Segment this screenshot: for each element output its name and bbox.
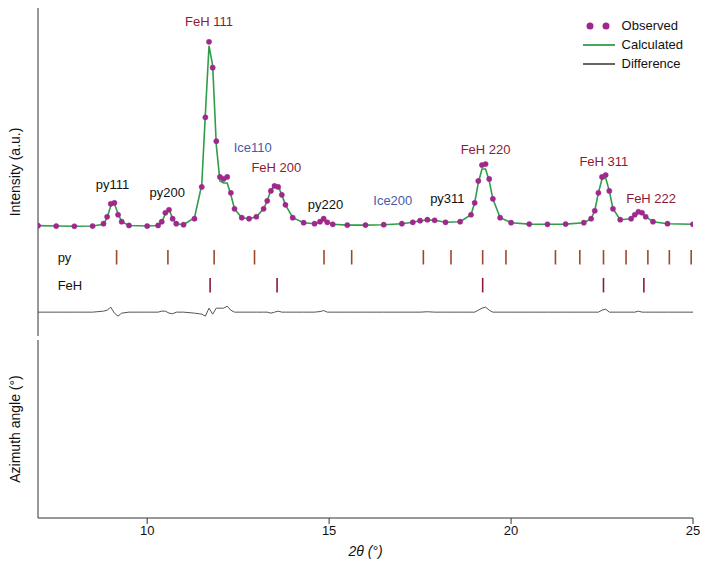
svg-text:20: 20 — [504, 523, 518, 538]
svg-text:py200: py200 — [149, 185, 184, 200]
svg-text:FeH 111: FeH 111 — [185, 14, 233, 29]
html-text:Calculated: Calculated — [621, 37, 683, 52]
svg-text:py220: py220 — [308, 197, 343, 212]
svg-text:py: py — [58, 250, 72, 265]
svg-text:Ice200: Ice200 — [373, 193, 412, 208]
svg-text:Azimuth angle (°): Azimuth angle (°) — [7, 375, 23, 483]
svg-text:FeH 222: FeH 222 — [626, 191, 676, 206]
html-text:Observed: Observed — [621, 18, 678, 33]
svg-text:25: 25 — [686, 523, 700, 538]
svg-text:Ice110: Ice110 — [234, 140, 272, 155]
svg-text:py311: py311 — [430, 191, 464, 206]
svg-text:FeH: FeH — [58, 278, 83, 293]
svg-text:2θ (°): 2θ (°) — [347, 543, 382, 559]
svg-text:FeH 200: FeH 200 — [251, 160, 301, 175]
svg-text:15: 15 — [322, 523, 336, 538]
svg-text:FeH 220: FeH 220 — [461, 142, 511, 157]
svg-text:FeH 311: FeH 311 — [579, 154, 628, 169]
svg-text:Intensity (a.u.): Intensity (a.u.) — [7, 128, 23, 217]
html-text:Difference: Difference — [621, 56, 681, 71]
svg-text:py111: py111 — [96, 177, 130, 192]
svg-text:10: 10 — [140, 523, 154, 538]
